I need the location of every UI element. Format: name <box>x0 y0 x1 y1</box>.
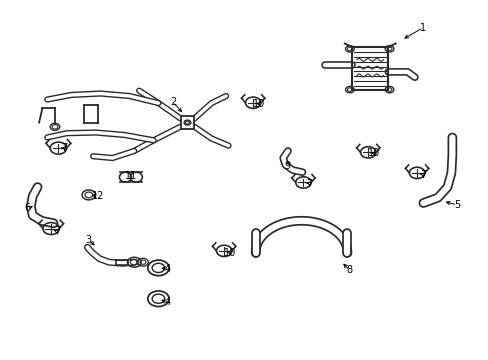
Text: 10: 10 <box>224 248 236 258</box>
Text: 9: 9 <box>284 161 289 171</box>
Text: 11: 11 <box>124 171 137 181</box>
Text: 2: 2 <box>169 97 176 107</box>
Text: 3: 3 <box>85 235 92 245</box>
Text: 7: 7 <box>54 226 60 237</box>
Text: 7: 7 <box>61 143 68 153</box>
Text: 8: 8 <box>346 265 352 275</box>
Text: 6: 6 <box>25 203 31 213</box>
Text: 10: 10 <box>367 148 379 158</box>
Text: 7: 7 <box>419 170 426 180</box>
Text: 4: 4 <box>164 297 170 307</box>
Text: 12: 12 <box>92 191 104 201</box>
Text: 4: 4 <box>164 264 170 274</box>
Bar <box>180 116 194 129</box>
Text: 10: 10 <box>252 99 264 109</box>
Text: 1: 1 <box>420 23 426 33</box>
Text: 5: 5 <box>453 200 459 210</box>
Text: 7: 7 <box>306 179 312 189</box>
